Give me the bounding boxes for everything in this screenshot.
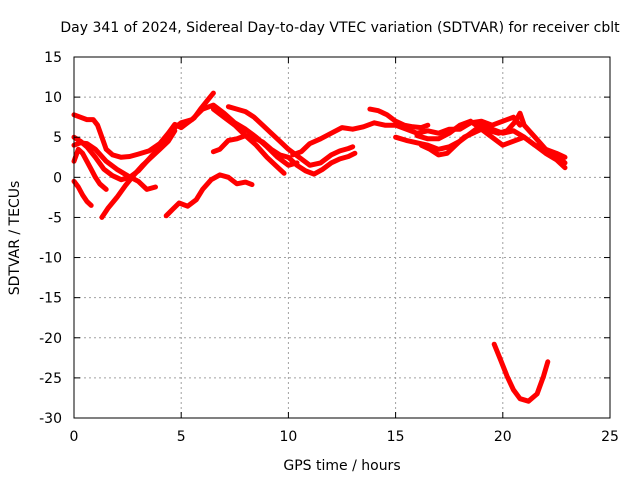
x-axis-title: GPS time / hours bbox=[283, 458, 400, 474]
chart-title: Day 341 of 2024, Sidereal Day-to-day VTE… bbox=[60, 20, 620, 36]
series-line-s10 bbox=[225, 104, 356, 168]
y-tick-label: -10 bbox=[39, 251, 62, 267]
x-tick-label: 15 bbox=[387, 429, 405, 445]
series-line-s15 bbox=[418, 110, 568, 166]
series-line-s16 bbox=[491, 341, 551, 404]
series-line-s4 bbox=[71, 140, 158, 192]
series-line-s6 bbox=[99, 128, 178, 220]
series-line-s5 bbox=[71, 146, 109, 192]
series-line-s11 bbox=[290, 114, 523, 158]
y-tick-label: -30 bbox=[39, 411, 62, 427]
y-tick-label: -25 bbox=[39, 371, 62, 387]
y-tick-label: -20 bbox=[39, 331, 62, 347]
x-tick-label: 25 bbox=[601, 429, 619, 445]
x-tick-label: 5 bbox=[177, 429, 186, 445]
y-tick-label: 15 bbox=[44, 50, 62, 66]
x-tick-label: 10 bbox=[279, 429, 297, 445]
x-tick-label: 20 bbox=[494, 429, 512, 445]
plot-border bbox=[73, 56, 611, 419]
x-tick-label: 0 bbox=[70, 429, 79, 445]
grid bbox=[74, 57, 610, 418]
series-line-s14 bbox=[414, 118, 568, 171]
series-line-s1 bbox=[71, 178, 94, 208]
series-group bbox=[71, 90, 568, 404]
series-line-s9 bbox=[210, 106, 287, 176]
y-axis-title: SDTVAR / TECUs bbox=[7, 181, 23, 296]
ticks: 0 5 10 15 20 25 15 10 5 0 -5 -10 -15 -20 -25 -30 bbox=[39, 50, 619, 445]
y-tick-label: 10 bbox=[44, 90, 62, 106]
series-line-s12 bbox=[367, 106, 431, 131]
series-line-s8 bbox=[210, 133, 358, 177]
y-tick-label: -15 bbox=[39, 291, 62, 307]
series-line-s7 bbox=[163, 172, 255, 219]
y-tick-label: 0 bbox=[53, 170, 62, 186]
y-tick-label: 5 bbox=[53, 130, 62, 146]
y-tick-label: -5 bbox=[48, 210, 62, 226]
